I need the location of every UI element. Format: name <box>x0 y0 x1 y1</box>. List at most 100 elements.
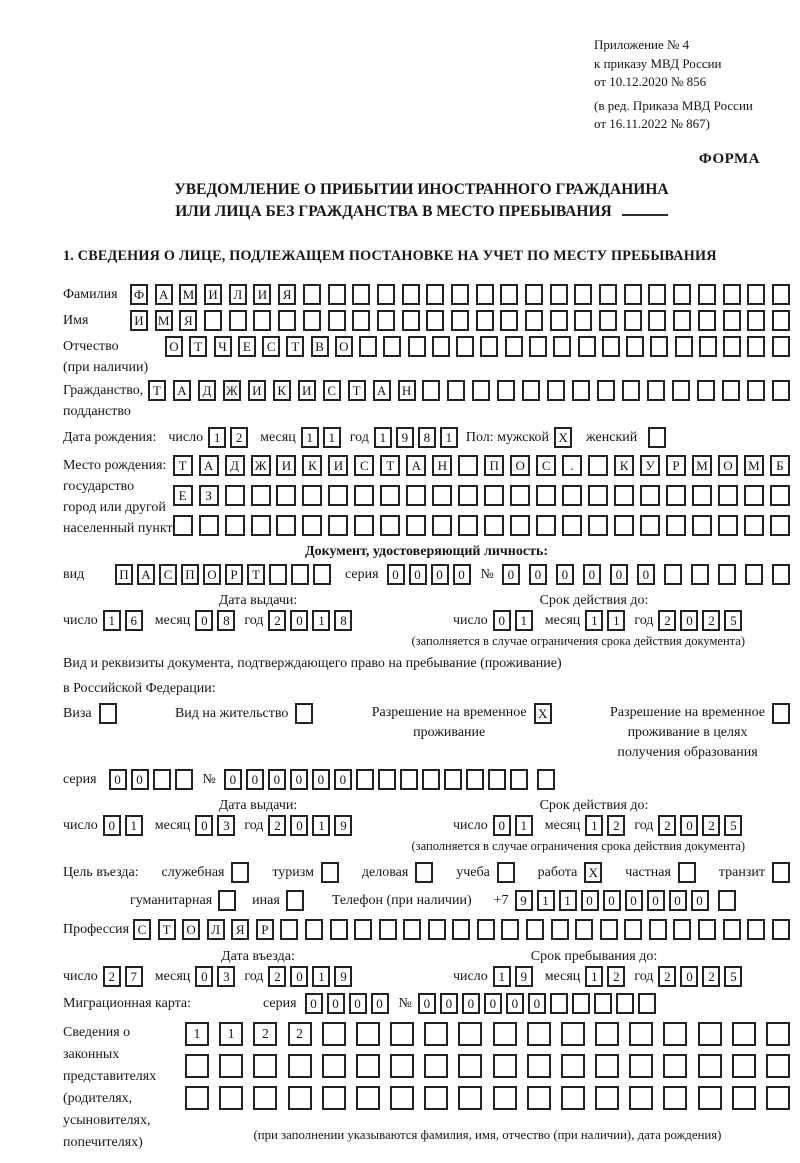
char-box <box>465 768 484 790</box>
char-box <box>614 514 635 536</box>
char-box <box>480 335 499 357</box>
char-box <box>406 484 427 506</box>
char-box <box>390 1085 415 1110</box>
char-box <box>743 514 764 536</box>
char-box <box>549 283 568 305</box>
char-box: 1 <box>585 965 604 987</box>
char-box <box>536 484 557 506</box>
char-box: И <box>253 283 272 305</box>
char-box <box>588 454 609 476</box>
char-box <box>321 1085 346 1110</box>
char-box <box>526 918 544 940</box>
char-box <box>574 309 593 331</box>
char-box <box>321 1021 346 1046</box>
char-box <box>696 379 715 401</box>
char-box: К <box>272 379 291 401</box>
char-box <box>697 309 716 331</box>
char-box: 0 <box>290 609 309 631</box>
char-box <box>536 514 557 536</box>
char-box <box>650 335 669 357</box>
char-box <box>526 1021 551 1046</box>
char-box <box>731 1021 756 1046</box>
visa-checkbox <box>98 702 117 724</box>
birth-year-label: год <box>349 429 369 445</box>
migration-card-label: Миграционная карта: <box>63 995 192 1011</box>
char-box: X <box>554 426 573 448</box>
char-box: Ч <box>213 335 232 357</box>
char-box: Д <box>197 379 216 401</box>
char-box: П <box>181 563 199 585</box>
char-box <box>697 1053 722 1078</box>
stay-doc-intro-line2: в Российской Федерации: <box>63 680 216 696</box>
char-box <box>571 992 590 1014</box>
char-box <box>354 514 375 536</box>
char-box <box>329 918 348 940</box>
char-box <box>475 283 494 305</box>
citizenship-label: Гражданство, подданство <box>63 380 148 422</box>
char-box: 0 <box>492 609 511 631</box>
char-box <box>476 918 495 940</box>
birth-day-label: число <box>168 429 204 445</box>
char-box: 1 <box>300 426 319 448</box>
year-label: год <box>634 817 654 833</box>
purpose-private-checkbox <box>677 861 696 883</box>
day-label: число <box>63 968 98 984</box>
char-box <box>588 514 609 536</box>
residence-permit-checkbox <box>295 702 314 724</box>
char-box <box>278 309 297 331</box>
citizenship-label-line1: Гражданство, <box>63 382 144 398</box>
char-box: 0 <box>690 889 709 911</box>
char-box: М <box>691 454 712 476</box>
document-title-line2: ИЛИ ЛИЦА БЕЗ ГРАЖДАНСТВА В МЕСТО ПРЕБЫВА… <box>63 201 780 223</box>
given-name-label: Имя <box>63 312 89 328</box>
month-label: месяц <box>544 817 581 833</box>
stay-until-header: Срок пребывания до: <box>530 948 658 964</box>
char-box <box>595 1021 620 1046</box>
char-box: 0 <box>430 563 449 585</box>
char-box: X <box>584 861 603 883</box>
char-box: 2 <box>658 814 677 836</box>
year-label: год <box>634 612 654 628</box>
title-blank-underline <box>621 202 668 216</box>
char-box <box>376 309 395 331</box>
char-box <box>224 484 245 506</box>
char-box <box>492 1053 517 1078</box>
char-box <box>291 563 309 585</box>
char-box <box>562 514 583 536</box>
char-box <box>218 889 237 911</box>
char-box <box>472 379 491 401</box>
temp-residence-label-line2: проживание <box>413 724 486 740</box>
char-box <box>500 283 519 305</box>
identity-doc-date-headers: Дата выдачи: Срок действия до: <box>63 592 790 610</box>
identity-issue-date-header: Дата выдачи: <box>218 592 298 608</box>
stay-doc-number-extra-box <box>536 768 555 790</box>
char-box <box>276 514 297 536</box>
char-box <box>677 861 696 883</box>
annex-line: от 10.12.2020 № 856 <box>594 74 707 89</box>
char-box <box>421 768 440 790</box>
char-box <box>721 379 740 401</box>
char-box <box>422 379 441 401</box>
char-box: 0 <box>501 563 520 585</box>
identity-doc-header: Документ, удостоверяющий личность: <box>304 543 549 559</box>
char-box: 9 <box>514 889 533 911</box>
char-box: Т <box>286 335 305 357</box>
temp-residence-option: Разрешение на временное проживание X <box>372 702 552 743</box>
char-box <box>253 309 272 331</box>
char-box: 8 <box>217 609 236 631</box>
char-box: Т <box>347 379 366 401</box>
